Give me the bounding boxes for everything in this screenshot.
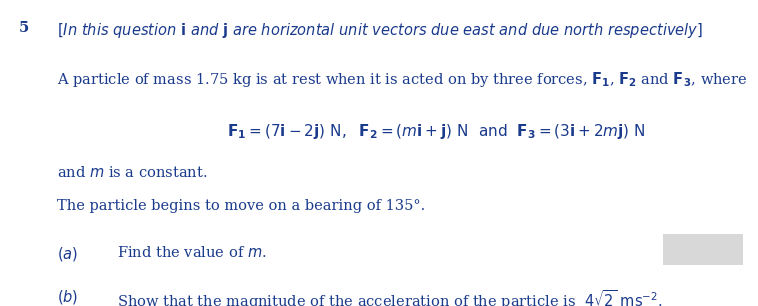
- Text: Find the value of $\mathit{m}$.: Find the value of $\mathit{m}$.: [117, 245, 267, 260]
- Text: $\mathit{(b)}$: $\mathit{(b)}$: [57, 288, 78, 306]
- Text: A particle of mass 1.75 kg is at rest when it is acted on by three forces, $\mat: A particle of mass 1.75 kg is at rest wh…: [57, 70, 747, 89]
- Text: Show that the magnitude of the acceleration of the particle is  $4\sqrt{2}\ \mat: Show that the magnitude of the accelerat…: [117, 288, 663, 306]
- FancyBboxPatch shape: [663, 234, 743, 265]
- Text: $\mathit{(a)}$: $\mathit{(a)}$: [57, 245, 78, 263]
- Text: The particle begins to move on a bearing of 135°.: The particle begins to move on a bearing…: [57, 199, 425, 213]
- Text: $[In\ this\ question\ \mathbf{i}\ and\ \mathbf{j}\ are\ horizontal\ unit\ vector: $[In\ this\ question\ \mathbf{i}\ and\ \…: [57, 21, 703, 40]
- Text: and $\mathit{m}$ is a constant.: and $\mathit{m}$ is a constant.: [57, 165, 207, 180]
- Text: 5: 5: [19, 21, 30, 35]
- Text: $\mathbf{F_1}=(7\mathbf{i}-2\mathbf{j})\ \mathrm{N},\ \ \mathbf{F_2}=(m\mathbf{i: $\mathbf{F_1}=(7\mathbf{i}-2\mathbf{j})\…: [227, 122, 646, 141]
